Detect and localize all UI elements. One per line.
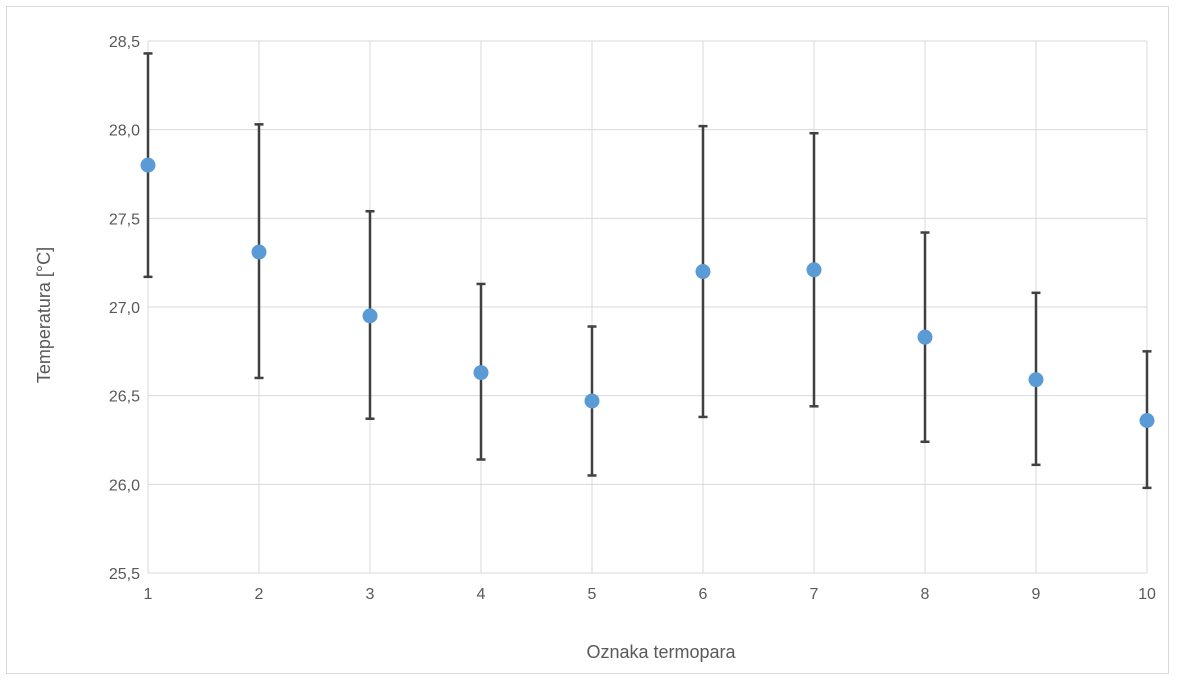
x-tick-label: 3 xyxy=(366,586,375,603)
data-point xyxy=(806,262,822,278)
x-tick-labels: 1 2 3 4 5 6 7 8 9 10 xyxy=(144,586,1156,603)
chart-svg: 25,5 26,0 26,5 27,0 27,5 28,0 28,5 1 2 3 4 5 6 7 8 9 10… xyxy=(34,34,1156,662)
x-tick-label: 1 xyxy=(144,586,153,603)
y-axis-title: Temperatura [°C] xyxy=(34,247,54,383)
data-point xyxy=(140,157,156,173)
x-tick-label: 6 xyxy=(699,586,708,603)
data-point xyxy=(584,393,600,409)
x-tick-label: 2 xyxy=(255,586,264,603)
x-tick-label: 4 xyxy=(477,586,486,603)
data-point xyxy=(695,264,711,280)
x-tick-label: 8 xyxy=(921,586,930,603)
data-point xyxy=(1028,372,1044,388)
y-tick-label: 27,5 xyxy=(109,211,140,228)
y-tick-label: 27,0 xyxy=(109,300,140,317)
data-points xyxy=(140,157,1155,428)
data-point xyxy=(917,329,933,345)
data-point xyxy=(362,308,378,324)
y-tick-label: 26,5 xyxy=(109,389,140,406)
y-tick-label: 26,0 xyxy=(109,477,140,494)
y-tick-label: 28,0 xyxy=(109,123,140,140)
chart-area: 25,5 26,0 26,5 27,0 27,5 28,0 28,5 1 2 3 4 5 6 7 8 9 10… xyxy=(6,6,1169,674)
y-tick-labels: 25,5 26,0 26,5 27,0 27,5 28,0 28,5 xyxy=(109,34,140,583)
x-tick-label: 5 xyxy=(588,586,597,603)
data-point xyxy=(1139,412,1155,428)
x-tick-label: 9 xyxy=(1032,586,1041,603)
x-tick-label: 7 xyxy=(810,586,819,603)
y-tick-label: 28,5 xyxy=(109,34,140,51)
x-axis-title: Oznaka termopara xyxy=(586,642,736,662)
gridlines xyxy=(147,40,1148,574)
x-tick-label: 10 xyxy=(1138,586,1156,603)
data-point xyxy=(251,244,267,260)
error-bars xyxy=(143,52,1152,490)
y-tick-label: 25,5 xyxy=(109,566,140,583)
data-point xyxy=(473,365,489,381)
